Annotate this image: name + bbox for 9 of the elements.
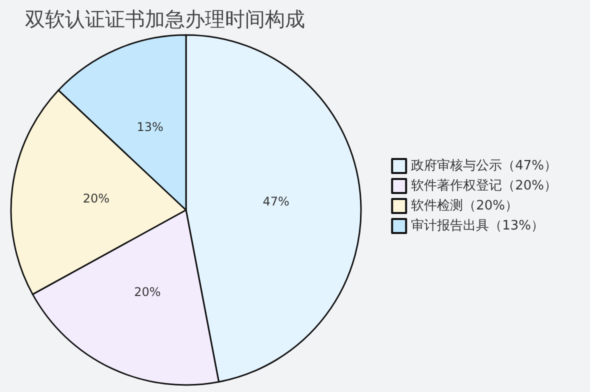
legend-label: 政府审核与公示（47%） xyxy=(411,158,558,174)
chart-title: 双软认证证书加急办理时间构成 xyxy=(25,7,305,31)
legend-label: 软件检测（20%） xyxy=(411,198,518,214)
data-label: 20% xyxy=(134,284,161,299)
data-label: 20% xyxy=(82,192,110,206)
legend-label: 软件著作权登记（20%） xyxy=(411,178,558,194)
data-label: 13% xyxy=(136,120,164,134)
legend-label: 审计报告出具（13%） xyxy=(411,218,544,234)
data-label: 47% xyxy=(262,194,290,208)
